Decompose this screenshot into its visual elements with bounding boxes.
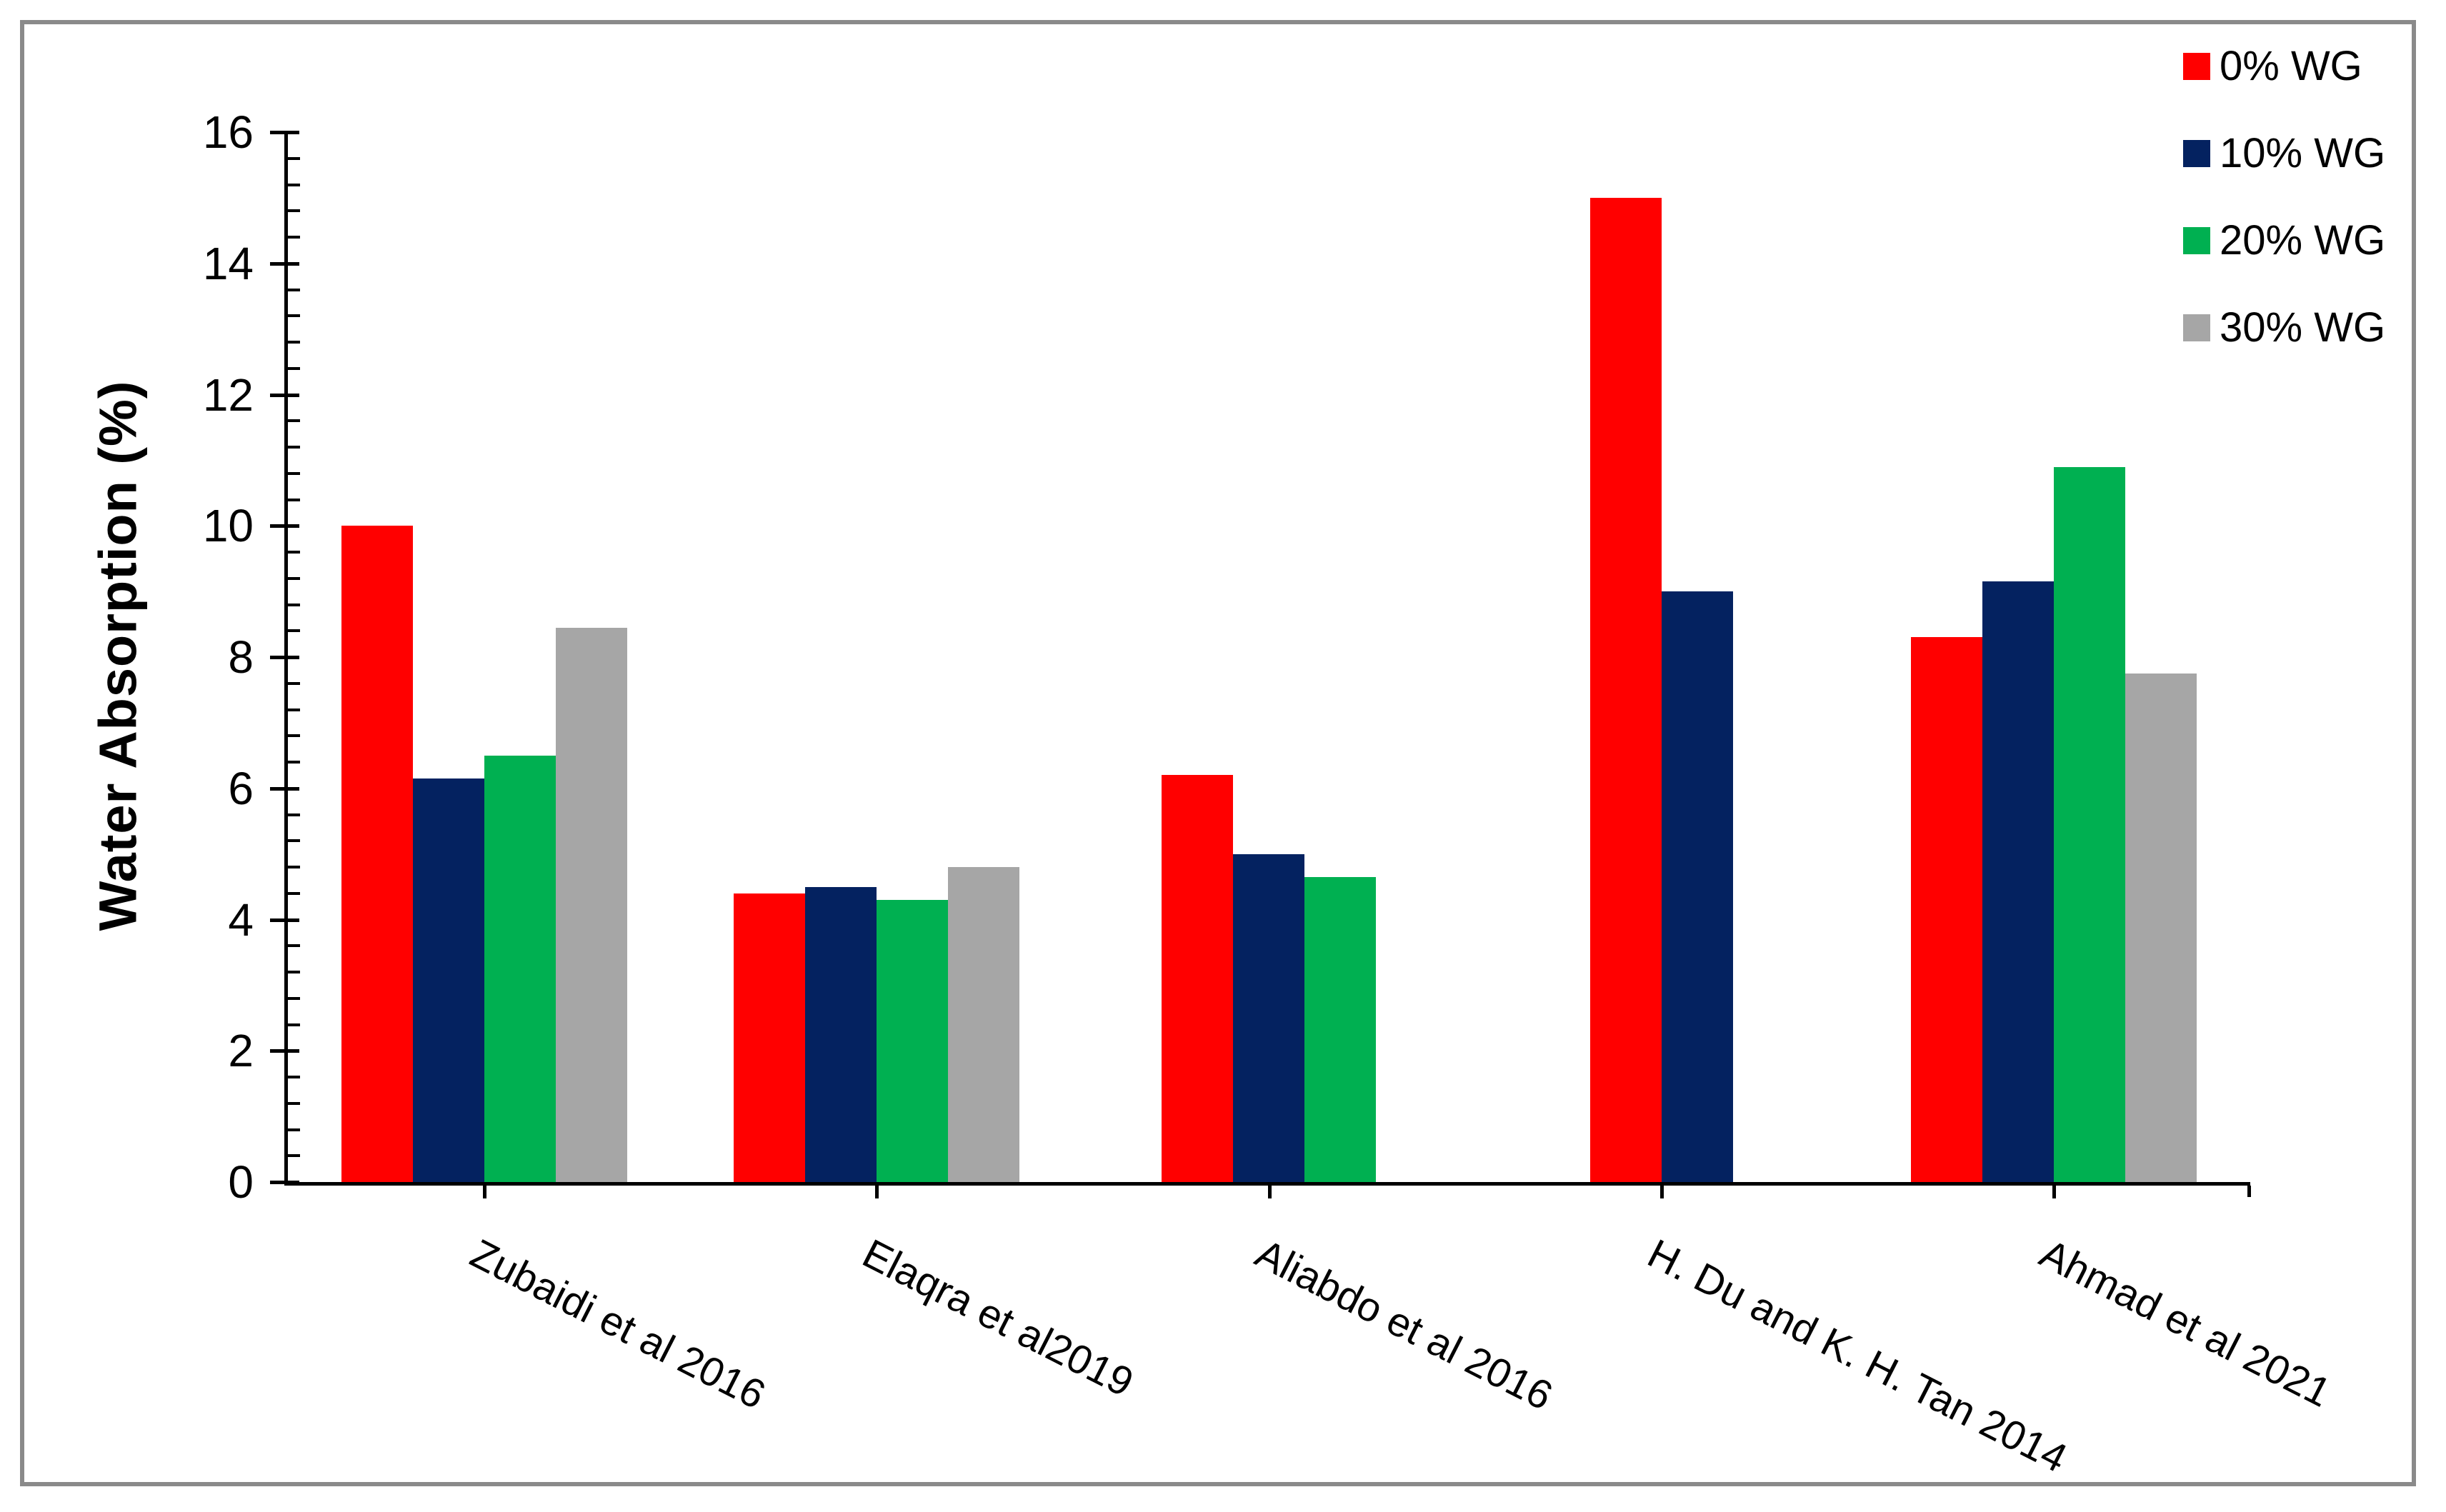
y-major-tick	[270, 656, 299, 659]
x-category-tick	[2052, 1186, 2057, 1198]
y-minor-tick	[288, 471, 300, 475]
x-category-tick	[1659, 1186, 1664, 1198]
y-minor-tick	[288, 603, 300, 606]
y-tick-label: 2	[228, 1025, 254, 1077]
bar-group	[1073, 132, 1465, 1182]
plot-area	[284, 132, 2250, 1186]
y-minor-tick	[288, 996, 300, 1000]
y-minor-tick	[288, 1154, 300, 1158]
y-major-tick	[270, 786, 299, 791]
y-tick-label: 6	[228, 762, 254, 814]
y-minor-tick	[288, 183, 300, 186]
y-tick-label: 8	[228, 631, 254, 683]
y-minor-tick	[288, 708, 300, 711]
legend: 0% WG 10% WG 20% WG 30% WG	[2183, 44, 2385, 393]
y-major-tick	[270, 524, 299, 529]
legend-label: 30% WG	[2220, 304, 2386, 351]
legend-swatch	[2183, 227, 2210, 254]
legend-item: 10% WG	[2183, 131, 2385, 176]
y-major-tick	[270, 131, 299, 134]
bar-10-wg	[805, 886, 877, 1182]
y-tick-label: 12	[202, 369, 254, 421]
y-minor-tick	[288, 813, 300, 816]
y-minor-tick	[288, 236, 300, 239]
y-major-tick	[270, 261, 299, 266]
y-minor-tick	[288, 551, 300, 554]
bar-group	[680, 132, 1072, 1182]
bar-group	[1858, 132, 2250, 1182]
y-minor-tick	[288, 891, 300, 895]
y-minor-tick	[288, 156, 300, 160]
legend-item: 20% WG	[2183, 219, 2385, 263]
y-major-tick	[270, 918, 299, 922]
bar-30-wg	[555, 627, 627, 1182]
y-tick-label: 16	[202, 106, 254, 158]
bar-0-wg	[1162, 775, 1234, 1182]
y-major-tick	[270, 393, 299, 397]
y-minor-tick	[288, 341, 300, 344]
y-major-tick	[270, 1181, 299, 1184]
x-category-tick	[875, 1186, 879, 1198]
y-minor-tick	[288, 971, 300, 973]
legend-swatch	[2183, 314, 2210, 341]
x-category-tick	[482, 1186, 486, 1198]
y-minor-tick	[288, 866, 300, 868]
bar-10-wg	[1661, 591, 1733, 1182]
y-minor-tick	[288, 734, 300, 738]
x-axis-end-tick	[2247, 1186, 2251, 1197]
y-minor-tick	[288, 446, 300, 449]
bar-10-wg	[412, 778, 484, 1182]
bar-10-wg	[1233, 853, 1305, 1182]
bar-20-wg	[484, 755, 556, 1182]
x-category-tick	[1267, 1186, 1272, 1198]
y-minor-tick	[288, 419, 300, 423]
y-minor-tick	[288, 1128, 300, 1131]
y-major-tick	[270, 1049, 299, 1053]
y-tick-label: 14	[202, 237, 254, 289]
bar-20-wg	[2054, 466, 2126, 1182]
bar-0-wg	[734, 893, 806, 1182]
y-minor-tick	[288, 366, 300, 370]
bar-0-wg	[1911, 637, 1983, 1182]
y-minor-tick	[288, 1023, 300, 1026]
y-minor-tick	[288, 761, 300, 763]
legend-item: 30% WG	[2183, 306, 2385, 350]
legend-label: 0% WG	[2220, 43, 2362, 89]
bar-0-wg	[341, 526, 413, 1182]
bar-30-wg	[2125, 673, 2197, 1182]
bar-0-wg	[1589, 197, 1662, 1182]
y-minor-tick	[288, 576, 300, 580]
bar-30-wg	[948, 867, 1020, 1182]
y-minor-tick	[288, 1101, 300, 1105]
y-minor-tick	[288, 681, 300, 685]
y-tick-label: 0	[228, 1156, 254, 1208]
y-minor-tick	[288, 209, 300, 213]
y-minor-tick	[288, 944, 300, 948]
legend-swatch	[2183, 140, 2210, 167]
y-minor-tick	[288, 288, 300, 291]
bar-20-wg	[1304, 876, 1377, 1182]
legend-label: 20% WG	[2220, 217, 2386, 264]
bar-group	[1465, 132, 1857, 1182]
y-minor-tick	[288, 314, 300, 318]
bar-20-wg	[877, 899, 949, 1182]
y-tick-label: 4	[228, 893, 254, 946]
legend-item: 0% WG	[2183, 44, 2385, 89]
y-tick-label: 10	[202, 500, 254, 552]
bar-10-wg	[1982, 581, 2055, 1182]
y-minor-tick	[288, 839, 300, 843]
legend-swatch	[2183, 53, 2210, 80]
bar-group	[288, 132, 680, 1182]
y-minor-tick	[288, 1076, 300, 1078]
y-minor-tick	[288, 498, 300, 501]
legend-label: 10% WG	[2220, 130, 2386, 176]
y-minor-tick	[288, 629, 300, 633]
